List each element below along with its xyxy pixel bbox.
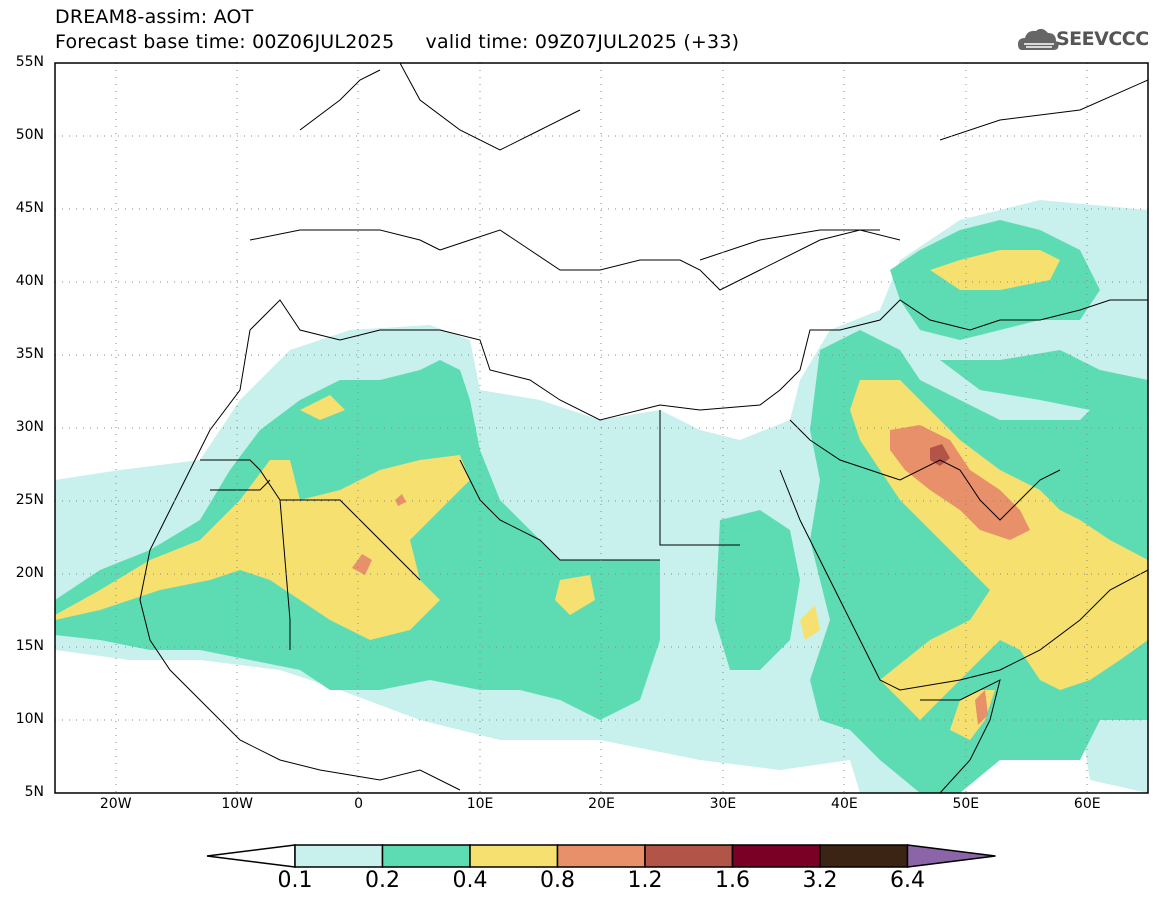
coastlines [139,63,1148,793]
lat-label: 55N [15,54,44,70]
lon-label: 20W [99,796,132,812]
map-title: DREAM8-assim: AOT [55,6,254,28]
lat-label: 25N [15,492,44,508]
colorbar-segment [644,844,734,868]
lat-label: 30N [15,419,44,435]
colorbar-right-arrow [906,844,996,868]
lon-label: 0 [354,796,364,812]
colorbar-label: 0.4 [452,868,488,893]
lon-label: 60E [1073,796,1101,812]
colorbar-segment [381,844,471,868]
lat-label: 35N [15,346,44,362]
map-frame [54,62,1149,794]
colorbar [206,844,996,868]
lat-label: 5N [24,784,44,800]
colorbar-label: 1.2 [627,868,663,893]
colorbar-label: 3.2 [802,868,838,893]
colorbar-label: 0.8 [540,868,575,893]
lat-label: 20N [15,565,44,581]
lat-label: 10N [15,711,44,727]
colorbar-segment [819,844,909,868]
lon-label: 10E [466,796,494,812]
lon-label: 20E [588,796,615,812]
lon-label: 10W [221,796,253,812]
colorbar-left-arrow [206,844,296,868]
lat-label: 50N [15,127,44,143]
cloud-icon [1018,28,1059,50]
colorbar-segment [556,844,646,868]
colorbar-label: 1.6 [715,868,750,893]
forecast-time-line: Forecast base time: 00Z06JUL2025 valid t… [55,31,740,53]
lat-label: 40N [15,273,44,289]
gridlines [55,63,1148,793]
lon-label: 30E [709,796,737,812]
lat-label: 15N [15,638,44,654]
logo-text: SEEVCCC [1056,28,1149,50]
colorbar-segment [469,844,559,868]
lon-label: 40E [831,796,858,812]
colorbar-segment [731,844,821,868]
colorbar-segment [294,844,384,868]
lon-label: 50E [952,796,980,812]
colorbar-label: 0.1 [277,868,313,893]
colorbar-label: 6.4 [890,868,925,893]
colorbar-label: 0.2 [365,868,400,893]
lat-label: 45N [15,200,44,216]
